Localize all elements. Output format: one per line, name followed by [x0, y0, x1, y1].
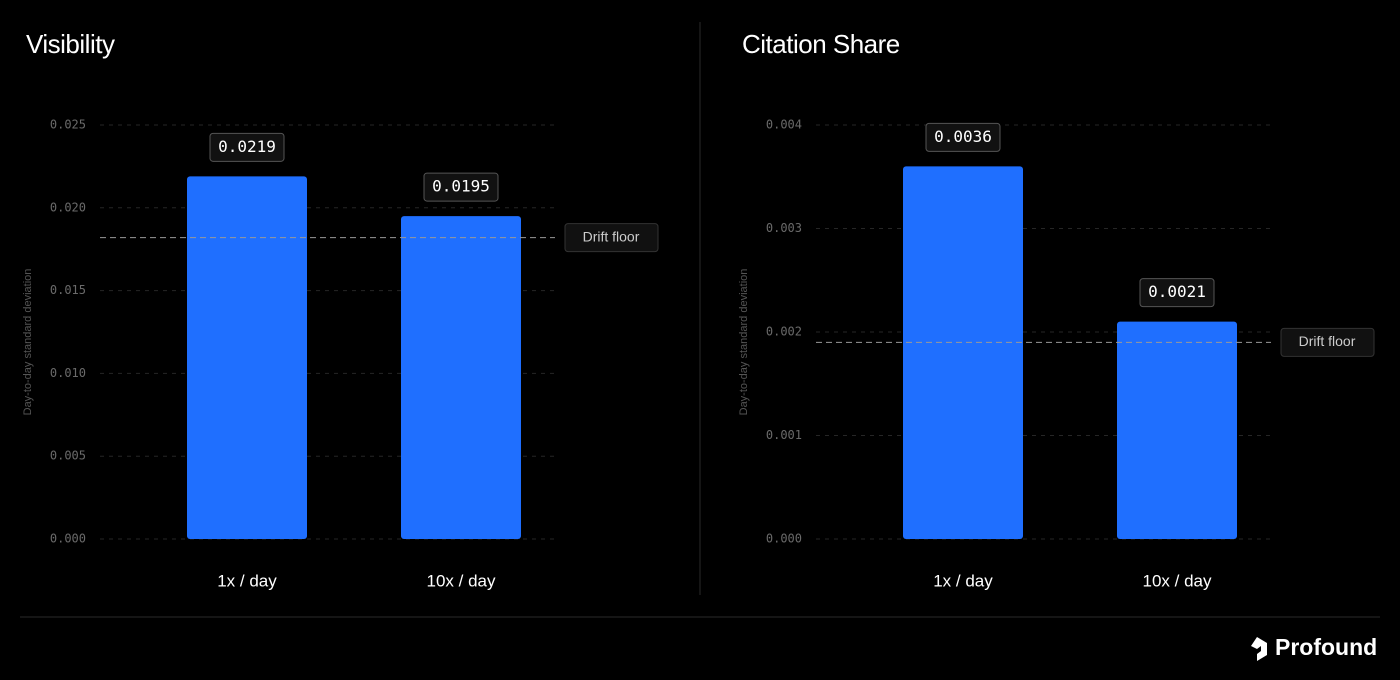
- y-tick-label: 0.025: [50, 118, 86, 132]
- bar: [187, 176, 307, 539]
- reference-label: Drift floor: [1299, 333, 1356, 349]
- y-tick-label: 0.020: [50, 200, 86, 214]
- x-tick-label: 10x / day: [1143, 571, 1212, 590]
- x-tick-label: 10x / day: [427, 571, 496, 590]
- y-tick-label: 0.001: [766, 428, 802, 442]
- x-tick-label: 1x / day: [933, 571, 993, 590]
- brand-logo: Profound: [1251, 634, 1377, 661]
- bar: [903, 166, 1023, 539]
- value-label-box: [1139, 278, 1215, 308]
- y-tick-label: 0.003: [766, 221, 802, 235]
- bar: [1117, 321, 1237, 539]
- value-label: 0.0195: [432, 177, 490, 196]
- y-tick-label: 0.000: [766, 532, 802, 546]
- reference-label-box: [1280, 327, 1375, 357]
- x-tick-label: 1x / day: [217, 571, 277, 590]
- y-tick-label: 0.015: [50, 283, 86, 297]
- value-label-box: [209, 132, 285, 162]
- y-axis-label: Day-to-day standard deviation: [738, 269, 750, 416]
- value-label: 0.0036: [934, 127, 992, 146]
- chart-title: Visibility: [26, 29, 115, 59]
- value-label: 0.0219: [218, 137, 276, 156]
- y-tick-label: 0.004: [766, 118, 802, 132]
- chart-title: Citation Share: [742, 29, 900, 59]
- bar: [401, 216, 521, 539]
- reference-label-box: [564, 223, 659, 253]
- y-tick-label: 0.002: [766, 325, 802, 339]
- value-label-box: [925, 122, 1001, 152]
- reference-label: Drift floor: [583, 228, 640, 244]
- brand-icon: [1251, 637, 1267, 661]
- y-tick-label: 0.005: [50, 449, 86, 463]
- y-tick-label: 0.000: [50, 532, 86, 546]
- value-label-box: [423, 172, 499, 202]
- y-tick-label: 0.010: [50, 366, 86, 380]
- y-axis-label: Day-to-day standard deviation: [22, 269, 34, 416]
- value-label: 0.0021: [1148, 282, 1206, 301]
- brand-name: Profound: [1275, 634, 1377, 660]
